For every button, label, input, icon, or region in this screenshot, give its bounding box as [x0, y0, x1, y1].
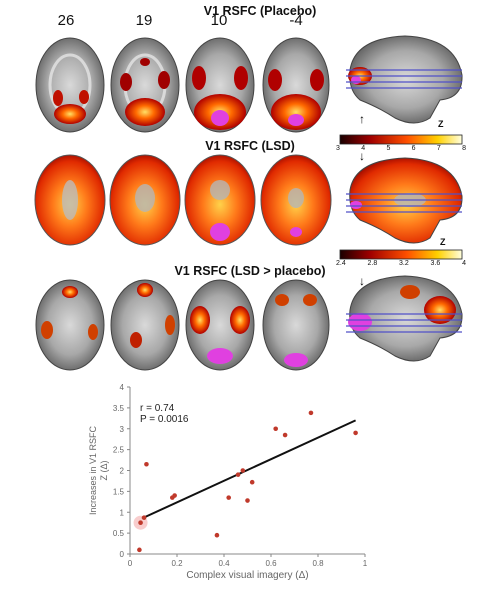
- x-tick-label: 0: [128, 559, 133, 568]
- data-point: [141, 515, 147, 520]
- y-axis-label-line1: Increases in V1 RSFC: [88, 425, 98, 515]
- lsd-cb-tick: 4: [462, 260, 466, 267]
- down-arrow-icon-2: ↓: [359, 274, 365, 288]
- y-tick-label: 2.5: [113, 446, 125, 455]
- data-point: [235, 472, 241, 477]
- lsd-title: V1 RSFC (LSD): [205, 139, 295, 153]
- data-point: [240, 468, 246, 473]
- fit-line: [141, 419, 357, 520]
- lsd-sagittal: [346, 157, 463, 244]
- data-point: [282, 432, 288, 438]
- y-tick-label: 0.5: [113, 529, 125, 538]
- lsd-colorbar: [339, 249, 463, 260]
- placebo-sagittal: [346, 35, 463, 124]
- y-tick-label: 3.5: [113, 404, 125, 413]
- data-point: [137, 547, 142, 553]
- placebo-z-label: Z: [438, 119, 444, 129]
- slice-label-3: 10: [210, 12, 228, 29]
- data-point: [245, 498, 250, 503]
- data-point: [308, 410, 314, 416]
- y-tick-label: 4: [120, 383, 125, 392]
- placebo-cb-tick: 3: [336, 145, 340, 152]
- lsd-slice-minus4: [260, 154, 332, 246]
- data-point: [144, 461, 149, 467]
- x-tick-label: 0.4: [218, 559, 230, 568]
- data-point: [214, 532, 220, 538]
- data-point: [353, 430, 358, 436]
- placebo-cb-tick: 4: [361, 145, 366, 152]
- contrast-slice-19: [110, 279, 180, 371]
- up-arrow-icon: ↑: [359, 112, 365, 126]
- contrast-sagittal: [346, 275, 463, 362]
- contrast-slice-10: [185, 279, 255, 371]
- y-tick-label: 0: [120, 550, 125, 559]
- x-tick-label: 1: [363, 559, 368, 568]
- y-axis-label-line2: Z (Δ): [99, 460, 109, 480]
- data-point: [249, 479, 255, 485]
- lsd-colorbar-ticks: 2.4 2.8 3.2 3.6 4: [336, 260, 466, 267]
- down-arrow-icon: ↓: [359, 149, 365, 163]
- data-point: [172, 493, 177, 498]
- contrast-slice-26: [35, 279, 105, 371]
- x-tick-label: 0.2: [171, 559, 183, 568]
- placebo-colorbar-ticks: 3 4 5 6 7 8: [336, 145, 466, 152]
- stats-annotation: r = 0.74: [140, 403, 175, 414]
- stats-annotation: P = 0.0016: [140, 414, 189, 425]
- placebo-cb-tick: 7: [436, 145, 441, 152]
- lsd-cb-tick: 2.8: [367, 260, 378, 267]
- placebo-cb-tick: 6: [411, 145, 416, 152]
- placebo-cb-tick: 8: [462, 145, 466, 152]
- lsd-slice-19: [109, 154, 181, 246]
- placebo-slice-minus4: [262, 37, 330, 133]
- lsd-slice-26: [34, 154, 106, 246]
- data-point: [273, 426, 278, 432]
- scatter-plot: 0 0.5 1 1.5 2 2.5 3 3.5 4 0 0.2 0.4 0.6 0.8 1 Complex v…: [88, 383, 368, 581]
- placebo-title: V1 RSFC (Placebo): [203, 4, 317, 18]
- x-tick-label: 0.8: [312, 559, 324, 568]
- slice-label-2: 19: [135, 12, 153, 29]
- lsd-cb-tick: 3.2: [399, 260, 409, 267]
- placebo-slice-26: [35, 37, 105, 133]
- lsd-slice-10: [184, 154, 256, 246]
- placebo-slice-19: [110, 37, 180, 133]
- lsd-cb-tick: 2.4: [336, 260, 346, 267]
- lsd-z-label: Z: [440, 237, 446, 247]
- y-tick-label: 3: [120, 425, 125, 434]
- x-axis-label: Complex visual imagery (Δ): [186, 570, 308, 581]
- y-tick-label: 1: [120, 508, 125, 517]
- contrast-title: V1 RSFC (LSD > placebo): [174, 264, 326, 278]
- brain-panels: ↑ ↓: [34, 35, 463, 371]
- slice-label-4: -4: [289, 12, 303, 29]
- placebo-slice-10: [185, 37, 255, 133]
- x-tick-label: 0.6: [265, 559, 277, 568]
- placebo-cb-tick: 5: [386, 145, 391, 152]
- y-tick-label: 2: [120, 467, 125, 476]
- data-point: [138, 520, 143, 525]
- lsd-cb-tick: 3.6: [430, 260, 441, 267]
- y-tick-label: 1.5: [113, 487, 125, 496]
- placebo-colorbar: [339, 134, 463, 145]
- contrast-slice-minus4: [262, 279, 330, 371]
- data-point: [226, 495, 231, 500]
- slice-label-1: 26: [57, 12, 75, 29]
